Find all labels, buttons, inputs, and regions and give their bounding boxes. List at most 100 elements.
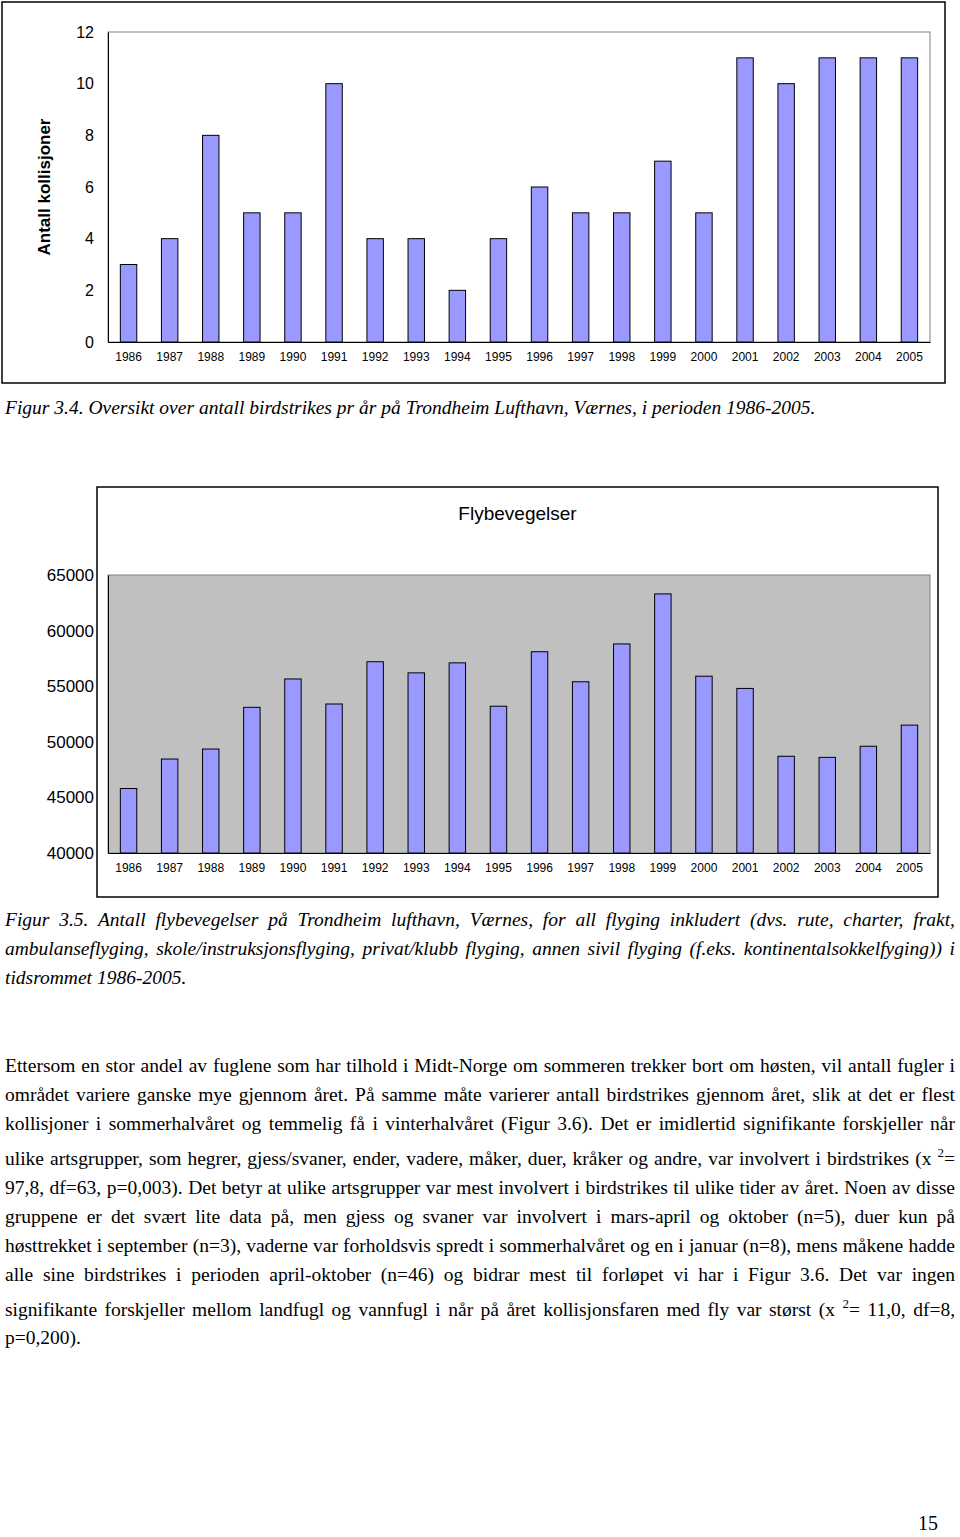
x-tick-label: 1987: [156, 350, 183, 364]
bar: [326, 84, 342, 342]
y-tick-label: 40000: [47, 844, 94, 863]
y-axis-line: [108, 33, 109, 343]
y-tick-label: 50000: [47, 733, 94, 752]
bar: [901, 725, 917, 853]
x-tick: 2001: [732, 342, 759, 364]
page-number: 15: [918, 1512, 938, 1535]
plot-area: [108, 575, 930, 853]
x-tick-label: 1997: [567, 861, 594, 875]
bar: [819, 58, 835, 342]
x-tick: 1998: [608, 342, 635, 364]
bar: [778, 756, 794, 853]
bar: [449, 663, 465, 853]
x-tick: 1999: [649, 342, 676, 364]
y-tick: 60000: [47, 622, 108, 641]
y-tick-label: 60000: [47, 622, 94, 641]
x-tick-label: 1990: [280, 861, 307, 875]
bar: [655, 594, 671, 853]
y-tick-label: 6: [85, 179, 94, 196]
x-tick-label: 1992: [362, 350, 389, 364]
x-tick: 2003: [814, 342, 841, 364]
y-tick: 4: [85, 230, 108, 247]
superscript: 2: [938, 1145, 945, 1160]
x-tick: 2005: [896, 342, 923, 364]
x-axis-line: [109, 853, 931, 854]
superscript: 2: [842, 1296, 849, 1311]
x-tick: 1994: [444, 342, 471, 364]
y-tick: 40000: [47, 844, 108, 863]
bar: [244, 213, 260, 342]
y-tick-label: 12: [76, 24, 94, 41]
bar: [696, 213, 712, 342]
x-tick-label: 1999: [649, 350, 676, 364]
x-tick-label: 1993: [403, 350, 430, 364]
x-tick-label: 1990: [280, 350, 307, 364]
x-tick: 1986: [115, 853, 142, 875]
y-tick-label: 2: [85, 282, 94, 299]
x-tick: 1991: [321, 853, 348, 875]
x-tick: 1993: [403, 342, 430, 364]
bar: [326, 704, 342, 853]
x-tick: 1991: [321, 342, 348, 364]
y-tick: 6: [85, 179, 108, 196]
paragraph: Ettersom en stor andel av fuglene som ha…: [5, 1051, 955, 1352]
y-tick-label: 10: [76, 75, 94, 92]
x-tick: 1986: [115, 342, 142, 364]
x-tick: 1990: [280, 342, 307, 364]
x-tick-label: 1989: [238, 861, 265, 875]
x-tick-label: 2000: [691, 350, 718, 364]
bar: [614, 213, 630, 342]
x-tick-label: 2003: [814, 861, 841, 875]
chart-0: 0246810121986198719881989199019911992199…: [2, 2, 945, 383]
x-tick-label: 1997: [567, 350, 594, 364]
x-tick: 1997: [567, 342, 594, 364]
bar: [490, 706, 506, 853]
x-tick: 1999: [649, 853, 676, 875]
x-tick-label: 2003: [814, 350, 841, 364]
x-tick: 2000: [691, 853, 718, 875]
x-tick-label: 2002: [773, 350, 800, 364]
x-tick: 1997: [567, 853, 594, 875]
x-tick: 1994: [444, 853, 471, 875]
x-tick: 1992: [362, 853, 389, 875]
x-tick-label: 1987: [156, 861, 183, 875]
x-tick-label: 1991: [321, 861, 348, 875]
x-tick: 1989: [238, 853, 265, 875]
y-tick: 50000: [47, 733, 108, 752]
bar: [203, 135, 219, 342]
x-tick: 1996: [526, 342, 553, 364]
bar: [737, 688, 753, 853]
x-tick: 2000: [691, 342, 718, 364]
y-axis: 0 2 4 6 8 10 12: [76, 24, 108, 351]
y-tick: 55000: [47, 677, 108, 696]
bar: [408, 673, 424, 853]
bar: [203, 749, 219, 853]
x-tick-label: 2001: [732, 861, 759, 875]
x-tick-label: 1996: [526, 861, 553, 875]
x-tick-label: 2001: [732, 350, 759, 364]
y-tick: 12: [76, 24, 108, 41]
x-tick-label: 1996: [526, 350, 553, 364]
x-tick-label: 1988: [197, 350, 224, 364]
bar: [285, 213, 301, 342]
y-tick-label: 0: [85, 334, 94, 351]
chart-1: 4000045000500005500060000650001986198719…: [47, 487, 938, 897]
bar: [161, 759, 177, 853]
paragraph-text: = 97,8, df=63, p=0,003). Det betyr at ul…: [5, 1148, 955, 1320]
x-tick-label: 1995: [485, 861, 512, 875]
x-tick-label: 2002: [773, 861, 800, 875]
x-tick: 1995: [485, 342, 512, 364]
x-tick-label: 1998: [608, 350, 635, 364]
x-tick-label: 1994: [444, 350, 471, 364]
bars: [120, 594, 917, 853]
y-tick: 65000: [47, 566, 108, 585]
y-axis: 400004500050000550006000065000: [47, 566, 109, 863]
y-tick: 8: [85, 127, 108, 144]
x-axis-line: [109, 342, 931, 343]
y-axis-title: Antall kollisjoner: [35, 118, 54, 255]
bar: [696, 676, 712, 853]
y-tick-label: 8: [85, 127, 94, 144]
bar: [572, 213, 588, 342]
x-tick-label: 1991: [321, 350, 348, 364]
bar: [367, 662, 383, 853]
